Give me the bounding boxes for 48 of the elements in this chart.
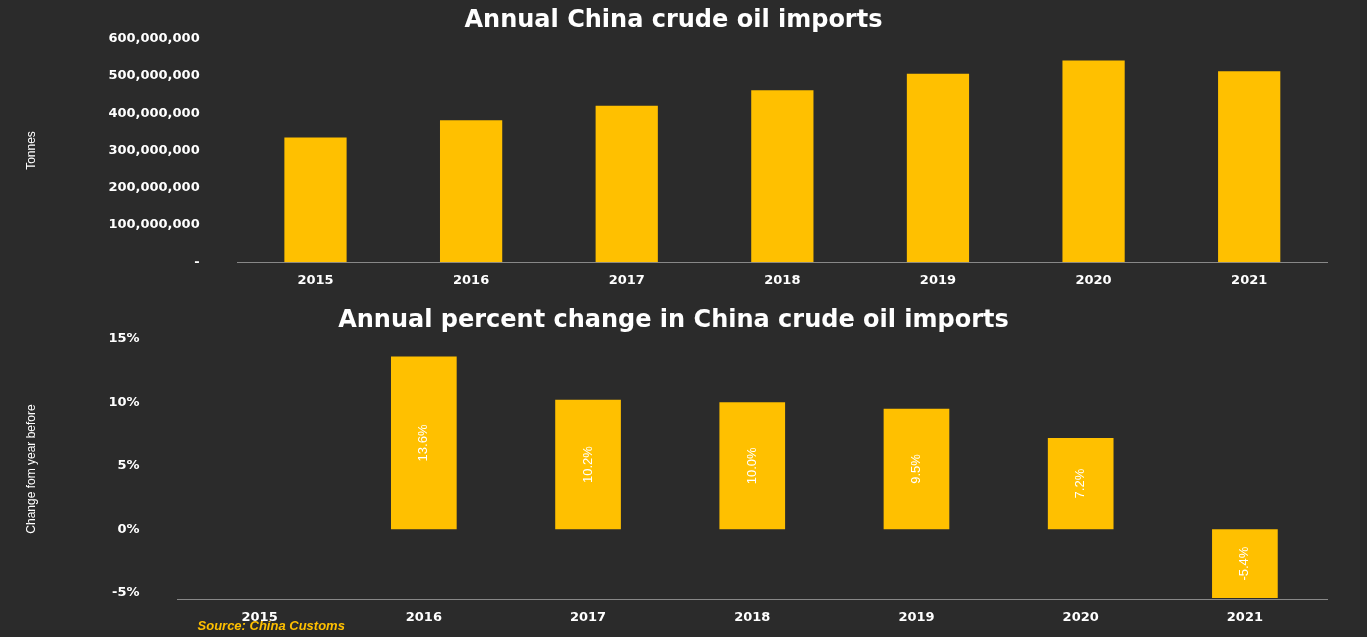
y-tick-label: 0%	[117, 520, 140, 536]
data-label: 9.5%	[908, 453, 924, 484]
bar	[595, 105, 658, 263]
bar	[390, 356, 457, 530]
chart-title: Annual percent change in China crude oil imports	[338, 304, 1009, 333]
x-tick-label: 2017	[608, 272, 645, 288]
bar	[555, 399, 621, 530]
x-tick-label: 2021	[1226, 609, 1263, 625]
y-axis-title: Change fom year before	[23, 403, 38, 534]
bar	[1047, 437, 1114, 530]
bar	[906, 73, 970, 263]
bar	[751, 90, 814, 263]
data-label: 7.2%	[1072, 468, 1088, 499]
x-tick-label: 2018	[764, 272, 801, 288]
x-tick-label: 2016	[405, 609, 442, 625]
y-tick-label: -5%	[112, 584, 140, 600]
data-label: -5.4%	[1236, 546, 1252, 581]
y-tick-label: 600,000,000	[108, 30, 200, 46]
y-tick-label: 400,000,000	[108, 104, 200, 120]
x-tick-label: 2016	[453, 272, 490, 288]
y-tick-label: 10%	[108, 393, 140, 409]
x-tick-label: 2021	[1231, 272, 1268, 288]
x-tick-label: 2019	[898, 609, 935, 625]
data-label: 10.2%	[579, 445, 595, 483]
bar	[1062, 60, 1125, 263]
y-axis-title: Tonnes	[23, 131, 38, 170]
x-tick-label: 2020	[1075, 272, 1112, 288]
y-tick-label: 500,000,000	[108, 67, 200, 83]
y-tick-label: 200,000,000	[108, 179, 200, 195]
x-tick-label: 2019	[919, 272, 957, 288]
chart-title: Annual China crude oil imports	[464, 4, 883, 33]
x-tick-label: 2015	[297, 272, 334, 288]
data-label: 10.0%	[743, 446, 759, 485]
y-tick-label: 5%	[117, 457, 140, 473]
bar	[719, 402, 786, 530]
y-tick-label: 15%	[108, 330, 140, 346]
y-tick-label: 300,000,000	[108, 141, 200, 157]
bar	[439, 120, 503, 263]
bar	[1212, 529, 1278, 598]
bar	[1218, 71, 1281, 263]
y-tick-label: -	[194, 253, 200, 269]
x-tick-label: 2017	[569, 609, 607, 625]
data-label: 13.6%	[415, 424, 431, 462]
bar	[284, 137, 347, 263]
x-tick-label: 2020	[1062, 609, 1099, 625]
y-tick-label: 100,000,000	[108, 216, 200, 232]
bar	[883, 408, 950, 530]
x-tick-label: 2018	[734, 609, 771, 625]
